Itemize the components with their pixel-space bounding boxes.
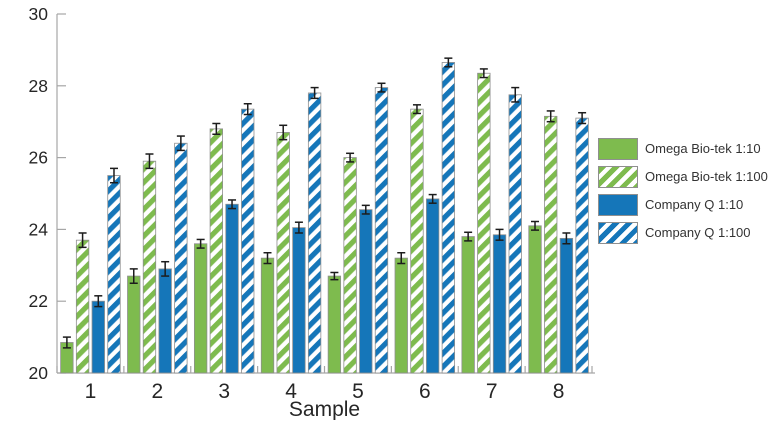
error-bar: [78, 232, 87, 249]
bar-sample2-series3: [158, 268, 172, 374]
error-bar: [546, 110, 555, 123]
bar-sample3-series2: [209, 128, 223, 374]
x-tick-label: 1: [85, 380, 97, 403]
legend-item: Omega Bio-tek 1:10: [598, 138, 768, 160]
axes: 20 22 24 26 28 30 1 2 3 4 5 6 7 8 Sample: [29, 4, 595, 421]
bar-sample6-series2: [410, 108, 424, 374]
legend-swatch-hatched: [598, 222, 638, 244]
bar-sample5-series2: [343, 157, 357, 374]
x-tick-label: 7: [486, 380, 498, 403]
error-bar: [397, 251, 406, 265]
bar-sample8-series3: [559, 237, 574, 374]
bar-sample7-series2: [477, 72, 491, 374]
bar-sample4-series4: [307, 92, 322, 374]
error-bar: [196, 238, 205, 249]
error-bar: [228, 199, 237, 210]
bar-sample5-series1: [327, 275, 342, 374]
error-bar: [294, 221, 303, 234]
error-bar: [310, 86, 319, 100]
bar-sample4-series1: [260, 257, 275, 374]
error-bar: [428, 193, 437, 204]
bars-layer: [60, 62, 589, 374]
x-tick-label: 5: [352, 380, 364, 403]
bar-sample3-series3: [225, 203, 239, 374]
error-bar: [109, 167, 118, 184]
bar-sample1-series4: [107, 175, 121, 374]
legend-swatch-solid: [598, 194, 638, 216]
bar-sample8-series2: [544, 115, 558, 374]
y-tick-label: 22: [29, 291, 48, 311]
bar-sample2-series4: [174, 142, 188, 374]
legend-label: Company Q 1:100: [645, 225, 751, 240]
y-tick-label: 26: [29, 148, 48, 168]
error-bar: [562, 232, 571, 245]
bar-sample3-series4: [241, 108, 255, 374]
error-bar: [377, 82, 386, 93]
error-bars-layer: [62, 57, 587, 349]
bar-sample2-series1: [127, 275, 141, 374]
bar-sample7-series1: [461, 236, 475, 374]
error-bar: [479, 68, 488, 79]
legend-item: Company Q 1:100: [598, 222, 768, 244]
legend-label: Omega Bio-tek 1:100: [645, 169, 768, 184]
x-tick-label: 6: [419, 380, 431, 403]
bar-sample8-series1: [528, 225, 542, 374]
bar-sample6-series1: [394, 257, 408, 374]
bar-sample5-series4: [374, 87, 389, 374]
legend-item: Omega Bio-tek 1:100: [598, 166, 768, 188]
error-bar: [346, 152, 355, 163]
error-bar: [263, 251, 272, 265]
legend-swatch-solid: [598, 138, 638, 160]
legend-label: Omega Bio-tek 1:10: [645, 141, 761, 156]
error-bar: [511, 86, 520, 103]
y-tick-label: 24: [29, 219, 49, 239]
x-tick-label: 2: [151, 380, 163, 403]
bar-sample4-series2: [276, 132, 290, 374]
error-bar: [212, 122, 221, 136]
error-bar: [243, 103, 252, 116]
bar-sample1-series3: [91, 300, 105, 374]
error-bar: [495, 228, 504, 241]
error-bar: [145, 153, 154, 170]
error-bar: [176, 135, 185, 152]
x-tick-label: 8: [553, 380, 565, 403]
y-tick-label: 20: [29, 363, 49, 383]
error-bar: [94, 295, 103, 308]
x-axis-label: Sample: [289, 398, 360, 420]
bar-sample6-series3: [426, 198, 440, 374]
y-tick-label: 28: [29, 76, 48, 96]
error-bar: [62, 336, 71, 349]
error-bar: [464, 231, 473, 242]
error-bar: [444, 57, 453, 68]
bar-sample2-series2: [142, 160, 157, 374]
bar-sample3-series1: [193, 243, 208, 374]
y-tick-label: 30: [29, 4, 49, 24]
error-bar: [361, 204, 370, 215]
error-bar: [412, 104, 421, 115]
bar-sample5-series3: [359, 209, 373, 374]
error-bar: [330, 271, 339, 281]
error-bar: [279, 124, 288, 141]
bar-sample8-series4: [575, 117, 589, 374]
bar-sample7-series4: [508, 94, 522, 374]
bar-sample6-series4: [441, 62, 456, 374]
bar-sample7-series3: [492, 234, 507, 374]
legend-swatch-hatched: [598, 166, 638, 188]
legend-item: Company Q 1:10: [598, 194, 768, 216]
error-bar: [578, 111, 587, 125]
error-bar: [531, 220, 540, 231]
bar-sample4-series3: [292, 227, 306, 374]
legend: Omega Bio-tek 1:10 Omega Bio-tek 1:100 Com…: [598, 138, 768, 244]
x-tick-label: 3: [218, 380, 230, 403]
error-bar: [161, 260, 170, 277]
legend-label: Company Q 1:10: [645, 197, 744, 212]
error-bar: [129, 268, 138, 284]
x-tick-label: 4: [285, 380, 297, 403]
bar-sample1-series2: [75, 239, 90, 374]
